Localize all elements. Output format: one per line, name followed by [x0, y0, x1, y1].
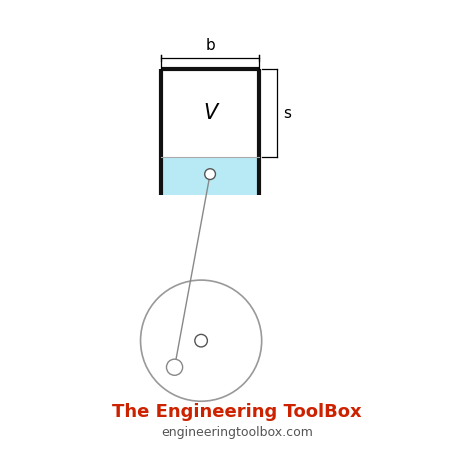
- Text: engineeringtoolbox.com: engineeringtoolbox.com: [161, 426, 313, 439]
- Text: s: s: [283, 106, 291, 121]
- Bar: [161, 157, 259, 195]
- Text: V: V: [203, 103, 217, 123]
- Circle shape: [166, 359, 182, 375]
- Circle shape: [140, 280, 262, 401]
- Text: b: b: [205, 37, 215, 53]
- Circle shape: [205, 169, 216, 180]
- Circle shape: [195, 335, 208, 347]
- Text: The Engineering ToolBox: The Engineering ToolBox: [112, 404, 362, 421]
